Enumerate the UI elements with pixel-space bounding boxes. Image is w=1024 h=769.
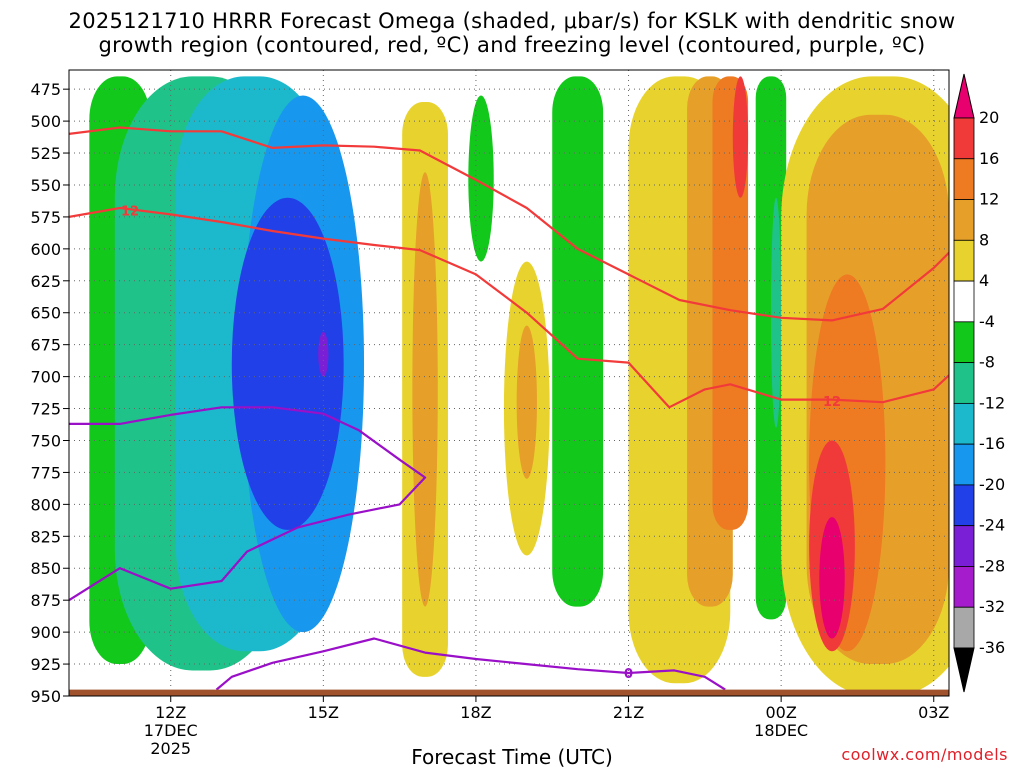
colorbar-label-0: 20 [979,108,999,127]
contour-lines: 12 12 0 [69,126,949,691]
y-tick-label-10: 725 [30,400,61,419]
colorbar-label-3: 8 [979,230,989,249]
dendritic-contour-label-0: 12 [121,205,139,220]
colorbar-segment-7 [953,402,975,445]
colorbar-segment-11 [953,566,975,608]
y-tick-label-18: 925 [30,655,61,674]
y-tick-label-9: 700 [30,368,61,387]
chart-title-line2: growth region (contoured, red, ºC) and f… [98,33,926,57]
y-tick-label-7: 650 [30,304,61,323]
colorbar-label-9: -20 [979,475,1005,494]
colorbar-segment-12 [953,606,975,649]
credit-link[interactable]: coolwx.com/models [841,745,1008,764]
y-tick-label-0: 475 [30,80,61,99]
omega-region-15 [732,76,749,198]
colorbar-label-8: -16 [979,434,1005,453]
omega-region-17 [770,197,782,428]
plot-frame [68,69,950,697]
omega-region-22 [819,517,845,639]
freezing-level-line-0 [69,406,427,602]
freezing-level-label: 0 [624,667,633,682]
y-axis: 475 500 525 550 575 600 625 650 675 700 725 750 775 8… [30,80,69,706]
omega-region-5 [318,331,329,377]
colorbar-label-7: -12 [979,393,1005,412]
colorbar-top-arrow [953,73,975,119]
colorbar-label-13: -36 [979,638,1005,657]
x-tick-label-2: 18Z [460,703,491,722]
dendritic-contour-line-0 [69,126,949,322]
colorbar-label-1: 16 [979,149,999,168]
colorbar-label-5: -4 [979,312,995,331]
colorbar-label-4: 4 [979,271,989,290]
colorbar-segment-4 [953,280,975,323]
y-tick-label-1: 500 [30,112,61,131]
y-tick-label-3: 550 [30,176,61,195]
omega-region-16 [755,76,787,620]
y-tick-label-15: 850 [30,559,61,578]
y-tick-label-2: 525 [30,144,61,163]
colorbar-segment-10 [953,525,975,567]
colorbar-label-2: 12 [979,190,999,209]
freezing-level-line-1 [215,637,726,691]
colorbar-segment-0 [953,117,975,160]
ground-layer [69,689,949,696]
colorbar-segment-3 [953,239,975,282]
colorbar-segment-1 [953,158,975,200]
y-tick-label-16: 875 [30,591,61,610]
grid-lines [69,70,949,696]
colorbar-bottom-arrow [953,647,975,693]
x-axis-title: Forecast Time (UTC) [411,745,613,769]
colorbar-segment-2 [953,199,975,241]
colorbar: 20 16 12 8 4 -4 -8 -12 -16 -20 -24 -28 -32 -36 [953,73,1005,693]
colorbar-label-6: -8 [979,353,995,372]
dendritic-contour-label-1: 12 [823,395,841,410]
y-tick-label-11: 750 [30,431,61,450]
x-tick-year-0: 2025 [150,739,191,758]
colorbar-segment-9 [953,484,975,527]
colorbar-label-11: -28 [979,556,1005,575]
x-tick-date-4: 18DEC [754,721,808,740]
omega-region-7 [412,172,438,607]
omega-region-8 [468,95,494,262]
x-tick-date-0: 17DEC [144,721,198,740]
y-tick-label-19: 950 [30,687,61,706]
y-tick-label-4: 575 [30,208,61,227]
y-tick-label-5: 600 [30,240,61,259]
ground-terrain [69,689,949,696]
x-tick-label-4: 00Z [765,703,796,722]
x-tick-label-1: 15Z [308,703,339,722]
x-tick-label-5: 03Z [918,703,949,722]
y-tick-label-17: 900 [30,623,61,642]
colorbar-segment-6 [953,362,975,404]
chart-title-line1: 2025121710 HRRR Forecast Omega (shaded, … [68,9,956,33]
omega-region-11 [552,76,604,607]
colorbar-label-12: -32 [979,597,1005,616]
y-tick-label-8: 675 [30,336,61,355]
colorbar-label-10: -24 [979,516,1005,535]
x-tick-label-3: 21Z [613,703,644,722]
y-tick-label-13: 800 [30,495,61,514]
y-tick-label-14: 825 [30,527,61,546]
x-tick-label-0: 12Z [155,703,186,722]
omega-region-10 [516,325,537,479]
y-tick-label-6: 625 [30,272,61,291]
colorbar-segment-5 [953,321,975,364]
y-tick-label-12: 775 [30,463,61,482]
colorbar-segment-8 [953,443,975,486]
dendritic-contour-line-1 [69,206,949,409]
